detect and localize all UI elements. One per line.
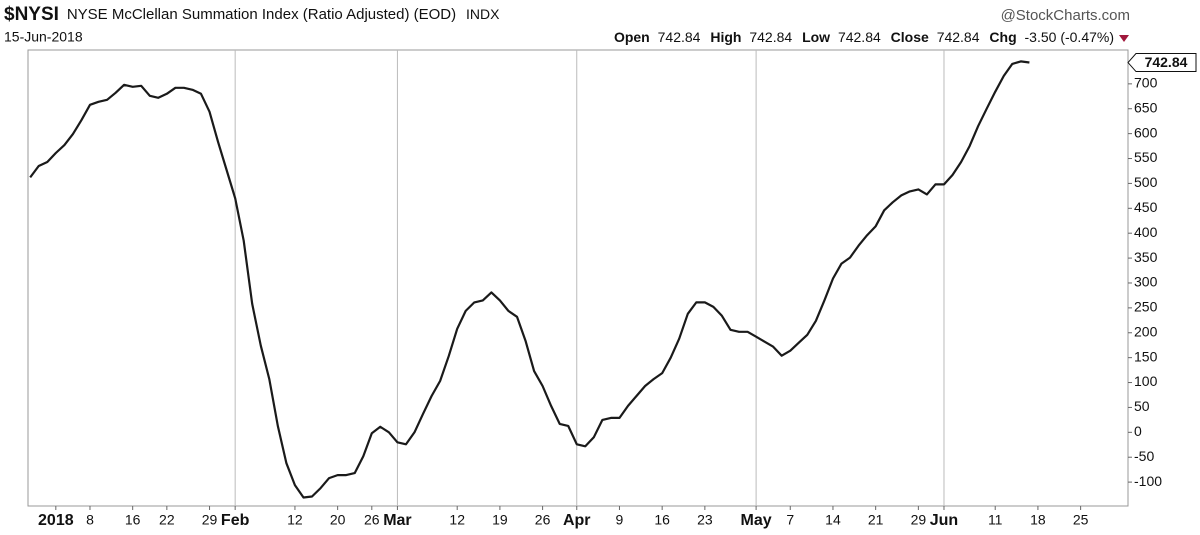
x-tick-label: 21 (868, 512, 884, 528)
header-line: $NYSI NYSE McClellan Summation Index (Ra… (4, 4, 500, 25)
low-label: Low (802, 29, 830, 45)
x-tick-label: 16 (654, 512, 670, 528)
symbol: $NYSI (4, 4, 59, 25)
low: 742.84 (838, 29, 881, 45)
open-label: Open (614, 29, 650, 45)
y-tick-label: 250 (1134, 299, 1158, 315)
y-tick-label: 400 (1134, 224, 1158, 240)
x-tick-label: 18 (1030, 512, 1046, 528)
x-tick-label: 11 (988, 512, 1003, 528)
x-tick-label: 26 (535, 512, 551, 528)
close: 742.84 (937, 29, 980, 45)
last-value-box (1127, 53, 1197, 73)
x-tick-label: 29 (202, 512, 218, 528)
chg-label: Chg (989, 29, 1016, 45)
high: 742.84 (749, 29, 792, 45)
x-tick-label: 25 (1073, 512, 1089, 528)
y-tick-label: 0 (1134, 423, 1142, 439)
date: 15-Jun-2018 (4, 29, 83, 45)
x-tick-label: Apr (563, 512, 591, 529)
x-tick-label: 2018 (38, 512, 74, 529)
x-tick-label: 22 (159, 512, 175, 528)
x-tick-label: 14 (825, 512, 841, 528)
y-tick-label: 650 (1134, 99, 1158, 115)
x-tick-label: 16 (125, 512, 141, 528)
x-tick-label: 12 (449, 512, 465, 528)
y-tick-label: 600 (1134, 124, 1158, 140)
x-tick-label: 19 (492, 512, 508, 528)
x-tick-label: Mar (383, 512, 411, 529)
quote-line: Open 742.84 High 742.84 Low 742.84 Close… (614, 29, 1114, 45)
index-name: NYSE McClellan Summation Index (Ratio Ad… (67, 6, 456, 23)
close-label: Close (891, 29, 929, 45)
x-tick-label: 8 (86, 512, 94, 528)
y-tick-label: -100 (1134, 473, 1162, 489)
y-tick-label: 500 (1134, 174, 1158, 190)
chg: -3.50 (-0.47%) (1025, 29, 1114, 45)
open: 742.84 (658, 29, 701, 45)
line (29, 60, 1030, 499)
y-tick-label: 200 (1134, 323, 1158, 339)
y-tick-label: 700 (1134, 75, 1158, 91)
x-tick-label: 26 (364, 512, 380, 528)
y-tick-label: 50 (1134, 398, 1150, 414)
last-value-label: 742.84 (1145, 54, 1188, 70)
y-tick-label: 100 (1134, 373, 1158, 389)
plot-frame (27, 49, 1129, 507)
x-tick-label: 23 (697, 512, 713, 528)
x-tick-label: 7 (786, 512, 794, 528)
high-label: High (710, 29, 741, 45)
x-tick-label: 12 (287, 512, 303, 528)
down-arrow (1119, 35, 1129, 42)
y-tick-label: 350 (1134, 249, 1158, 265)
x-tick-label: 9 (616, 512, 624, 528)
x-tick-label: Feb (221, 512, 250, 529)
x-tick-label: May (741, 512, 772, 529)
brand: @StockCharts.com (1001, 7, 1130, 24)
y-tick-label: 550 (1134, 149, 1158, 165)
x-tick-label: 29 (911, 512, 927, 528)
exchange: INDX (466, 6, 500, 22)
y-tick-label: -50 (1134, 448, 1154, 464)
x-tick-label: Jun (930, 512, 958, 529)
y-tick-label: 450 (1134, 199, 1158, 215)
x-tick-label: 20 (330, 512, 346, 528)
y-tick-label: 300 (1134, 274, 1158, 290)
y-tick-label: 150 (1134, 348, 1158, 364)
